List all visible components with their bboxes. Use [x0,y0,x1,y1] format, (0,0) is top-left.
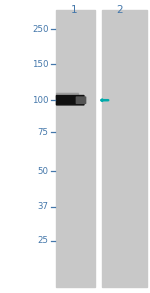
Text: 150: 150 [32,60,49,69]
Text: 2: 2 [116,5,123,15]
Bar [56,10,94,287]
FancyBboxPatch shape [56,96,84,105]
FancyBboxPatch shape [57,93,78,98]
Text: 100: 100 [32,96,49,105]
Text: 50: 50 [38,167,49,176]
FancyBboxPatch shape [76,97,86,103]
Text: 25: 25 [38,236,49,245]
Text: 75: 75 [38,128,49,137]
Text: 1: 1 [71,5,78,15]
Text: 250: 250 [32,25,49,34]
Text: 37: 37 [38,202,49,211]
Bar [102,10,147,287]
